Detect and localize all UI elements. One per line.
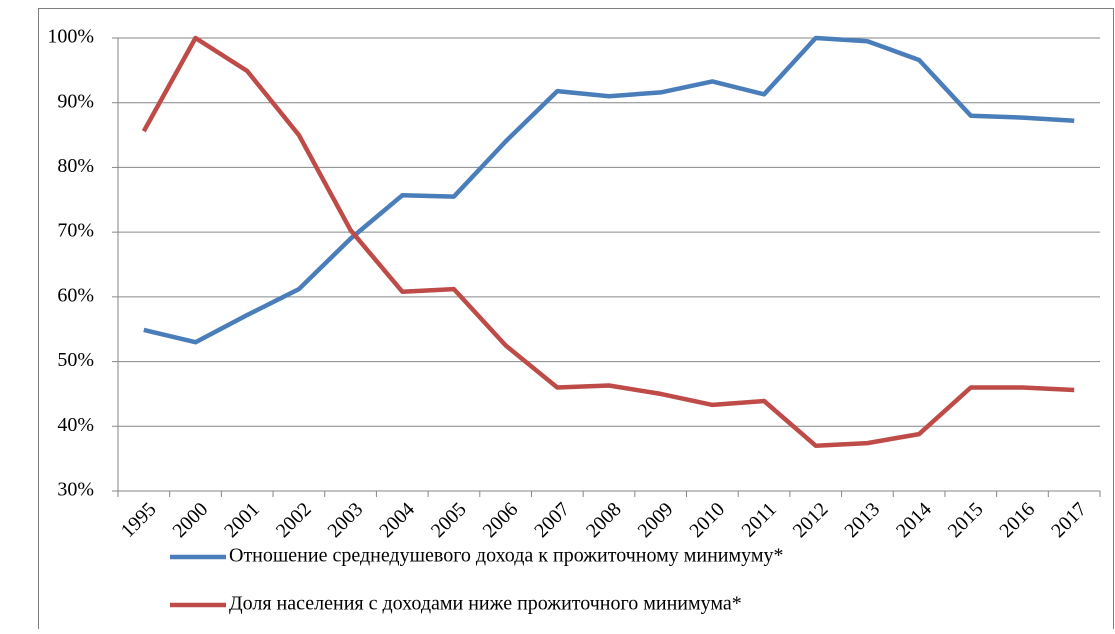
y-tick-label: 100% [47,26,94,48]
y-tick-label: 90% [57,90,94,112]
x-tick-label: 2010 [685,498,729,542]
y-tick-label: 80% [57,155,94,177]
x-tick-label: 2003 [324,498,368,542]
x-tick-label: 2014 [892,498,936,542]
y-tick-label: 50% [57,349,94,371]
y-tick-label: 30% [57,479,94,501]
series-line [141,35,1075,448]
x-tick-label: 2002 [272,498,316,542]
x-tick-label: 2007 [530,498,574,542]
x-tick-label: 2015 [944,498,988,542]
x-tick-label: 2008 [582,498,626,542]
x-tick-label: 2006 [479,498,523,542]
x-tick-label: 2011 [738,498,781,541]
legend-label: Отношение среднедушевого дохода к прожит… [229,545,784,567]
x-tick-label: 2009 [634,498,678,542]
x-tick-label: 2005 [427,498,471,542]
legend-label: Доля населения с доходами ниже прожиточн… [229,593,742,615]
x-tick-label: 2012 [789,498,833,542]
y-tick-label: 70% [57,220,94,242]
x-tick-label: 2013 [840,498,884,542]
x-tick-label: 2016 [995,498,1039,542]
x-tick-label: 2001 [220,498,264,542]
x-tick-label: 2000 [168,498,212,542]
y-tick-label: 40% [57,414,94,436]
x-tick-label: 2004 [375,498,419,542]
x-tick-label: 2017 [1047,498,1091,542]
x-tick-label: 1995 [117,498,161,542]
series-line [143,35,1075,345]
y-tick-label: 60% [57,284,94,306]
